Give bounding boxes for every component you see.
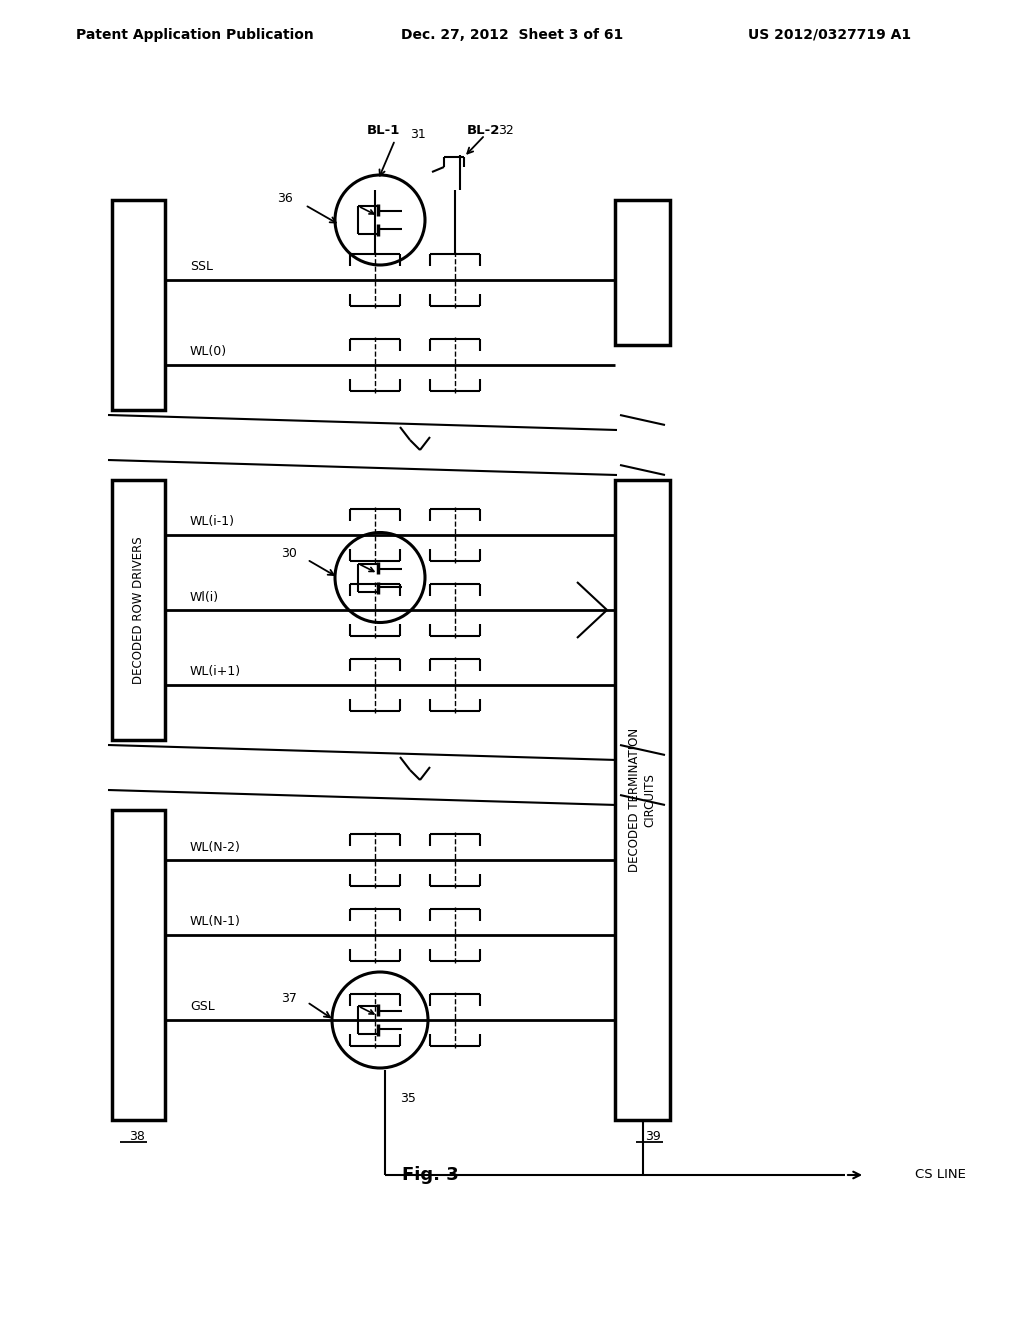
Text: 38: 38: [129, 1130, 144, 1143]
Bar: [615, 480, 670, 1119]
Text: WL(i+1): WL(i+1): [190, 665, 241, 678]
Text: DECODED TERMINATION
CIRCUITS: DECODED TERMINATION CIRCUITS: [629, 727, 656, 873]
Text: US 2012/0327719 A1: US 2012/0327719 A1: [749, 28, 911, 42]
Bar: [112, 810, 165, 1119]
Text: 35: 35: [400, 1092, 416, 1105]
Text: WL(N-2): WL(N-2): [190, 841, 241, 854]
Text: DECODED ROW DRIVERS: DECODED ROW DRIVERS: [132, 536, 145, 684]
Text: GSL: GSL: [190, 1001, 215, 1014]
Text: 32: 32: [498, 124, 514, 136]
Text: SSL: SSL: [190, 260, 213, 273]
Text: 39: 39: [645, 1130, 660, 1143]
Text: 30: 30: [282, 546, 297, 560]
Text: WL(N-1): WL(N-1): [190, 916, 241, 928]
Text: BL-1: BL-1: [367, 124, 399, 136]
Bar: [112, 480, 165, 741]
Text: 37: 37: [282, 991, 297, 1005]
Text: WL(0): WL(0): [190, 346, 227, 359]
Bar: [615, 201, 670, 345]
Text: Fig. 3: Fig. 3: [401, 1166, 459, 1184]
Text: BL-2: BL-2: [466, 124, 500, 136]
Text: 31: 31: [410, 128, 426, 141]
Text: Wl(i): Wl(i): [190, 590, 219, 603]
Text: WL(i-1): WL(i-1): [190, 516, 234, 528]
Bar: [112, 201, 165, 411]
Text: 36: 36: [278, 191, 293, 205]
Text: Dec. 27, 2012  Sheet 3 of 61: Dec. 27, 2012 Sheet 3 of 61: [400, 28, 624, 42]
Text: CS LINE: CS LINE: [915, 1168, 966, 1181]
Text: Patent Application Publication: Patent Application Publication: [76, 28, 314, 42]
